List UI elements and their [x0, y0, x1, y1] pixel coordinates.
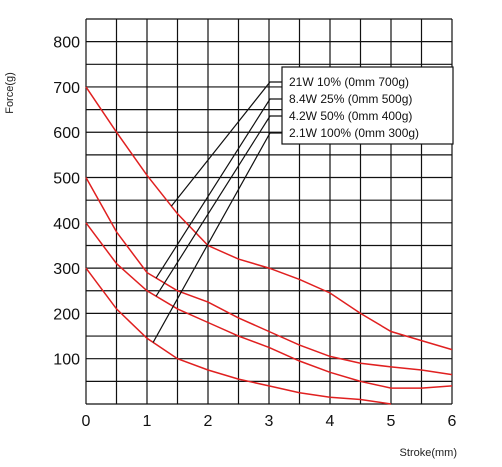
- x-tick-label: 3: [265, 413, 274, 430]
- x-tick-label: 5: [387, 413, 396, 430]
- y-tick-label: 600: [53, 125, 80, 142]
- leader-line-2: [155, 98, 282, 279]
- x-tick-label: 1: [143, 413, 152, 430]
- legend: 21W 10% (0mm 700g) 8.4W 25% (0mm 500g) 4.2…: [289, 75, 419, 140]
- y-tick-label: 200: [53, 306, 80, 323]
- y-tick-label: 500: [53, 171, 80, 188]
- legend-entry-2: 8.4W 25% (0mm 500g): [289, 92, 412, 106]
- leader-line-4: [152, 132, 282, 343]
- legend-entry-1: 21W 10% (0mm 700g): [289, 75, 409, 89]
- leader-line-3: [155, 115, 282, 297]
- legend-leader-lines: [152, 81, 282, 343]
- y-tick-label: 800: [53, 35, 80, 52]
- series-line-4: [85, 267, 392, 405]
- y-tick-label: 700: [53, 80, 80, 97]
- y-axis-label: Force(g): [4, 72, 16, 114]
- legend-entry-4: 2.1W 100% (0mm 300g): [289, 126, 419, 140]
- legend-entry-3: 4.2W 50% (0mm 400g): [289, 109, 412, 123]
- series-line-2: [85, 177, 453, 376]
- y-tick-label: 400: [53, 216, 80, 233]
- series-line-3: [85, 222, 453, 389]
- series-lines: [85, 86, 453, 405]
- y-tick-label: 300: [53, 261, 80, 278]
- x-axis-label: Stroke(mm): [400, 447, 457, 459]
- leader-line-1: [170, 81, 282, 207]
- series-line-1: [85, 86, 453, 351]
- legend-box: [281, 66, 454, 145]
- x-tick-label: 0: [82, 413, 91, 430]
- x-tick-label: 4: [326, 413, 335, 430]
- y-tick-label: 100: [53, 352, 80, 369]
- tick-labels: 0 1 2 3 4 5 6 100 200 300 400 500 600 700 800: [53, 35, 456, 430]
- x-tick-label: 2: [204, 413, 213, 430]
- x-tick-label: 6: [448, 413, 457, 430]
